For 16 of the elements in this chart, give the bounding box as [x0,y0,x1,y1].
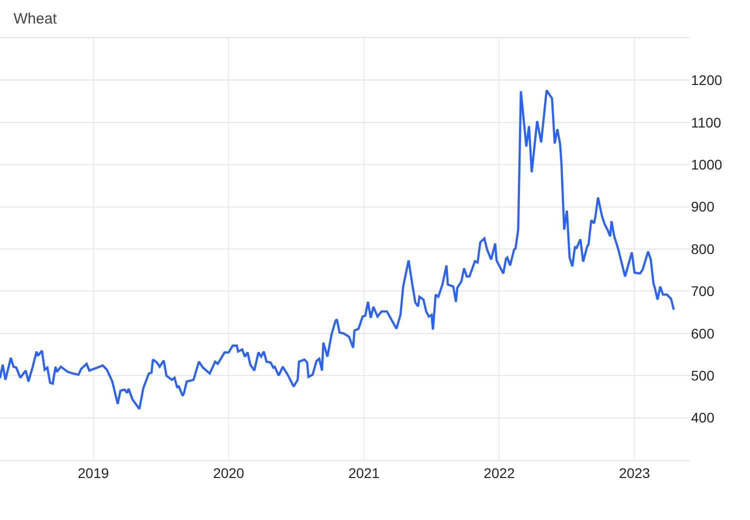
y-tick-label: 500 [691,368,715,384]
y-tick-label: 1000 [691,156,722,172]
line-series [0,89,675,410]
x-tick-label: 2022 [484,464,516,481]
chart-title: Wheat [14,10,58,28]
y-tick-label: 400 [691,410,715,426]
y-tick-label: 1200 [691,72,722,88]
x-tick-label: 2020 [213,464,244,481]
y-tick-label: 1100 [691,114,722,130]
y-tick-label: 800 [691,240,715,257]
x-tick-label: 2019 [78,464,110,481]
x-tick-label: 2021 [348,464,380,481]
y-tick-label: 700 [691,283,715,300]
x-tick-label: 2023 [618,464,650,481]
y-tick-label: 900 [691,198,715,215]
y-tick-label: 600 [691,325,715,342]
